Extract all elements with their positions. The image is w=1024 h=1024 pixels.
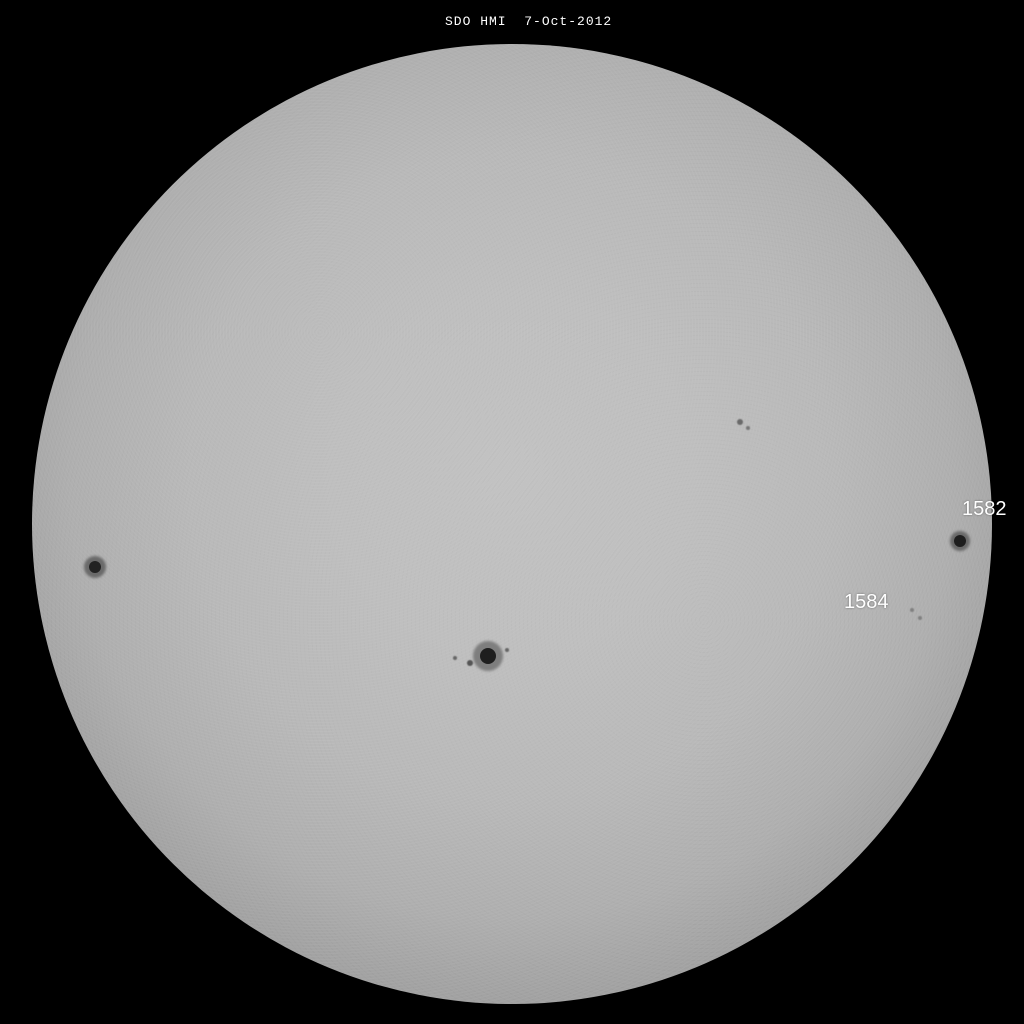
active-region-label-1582: 1582 <box>962 498 1007 521</box>
image-title: SDO HMI 7-Oct-2012 <box>445 14 612 29</box>
sunspot-umbra-group-center <box>480 648 496 664</box>
solar-disk <box>32 44 992 1004</box>
sunspot-micro <box>737 419 743 425</box>
sunspot-umbra-group-1582 <box>954 535 966 547</box>
sunspot-micro <box>505 648 509 652</box>
sunspot-micro <box>918 616 922 620</box>
solar-image-canvas: SDO HMI 7-Oct-2012 1582 1584 <box>0 0 1024 1024</box>
sunspot-micro <box>453 656 457 660</box>
active-region-label-1584: 1584 <box>844 591 889 614</box>
sunspot-micro <box>467 660 473 666</box>
sunspot-micro <box>910 608 914 612</box>
sunspot-micro <box>746 426 750 430</box>
sunspot-umbra-group-left-edge <box>89 561 101 573</box>
